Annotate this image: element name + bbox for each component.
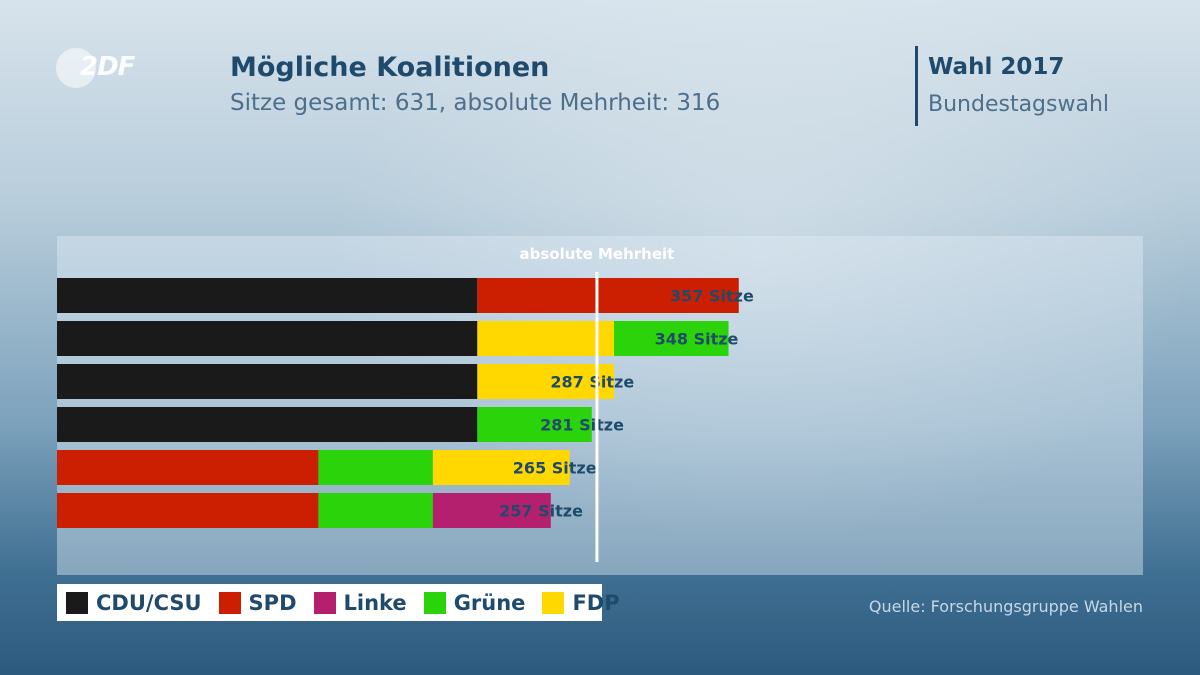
- bar-segment-spd: [57, 450, 319, 485]
- legend-item-spd: SPD: [218, 590, 297, 615]
- legend-label: Grüne: [453, 590, 526, 615]
- election-divider: [915, 46, 918, 126]
- logo-text: 2DF: [80, 52, 135, 82]
- bar-segment-gruene: [614, 321, 729, 356]
- bar-segment-linke: [432, 493, 551, 528]
- chart-panel: 357 Sitze 348 Sitze 287 Sitze 281 Sitze 265 …: [57, 236, 1143, 575]
- bar-value-label: 348 Sitze: [655, 330, 739, 349]
- legend-swatch-gruene: [423, 591, 446, 614]
- election-title: Wahl 2017: [928, 54, 1065, 80]
- bar-value-label: 265 Sitze: [513, 459, 597, 478]
- legend-swatch-linke: [313, 591, 336, 614]
- bar-segment-gruene: [318, 450, 433, 485]
- chart-title: Mögliche Koalitionen: [230, 52, 550, 83]
- logo-circle: [56, 48, 96, 88]
- bar-segment-fdp: [477, 321, 615, 356]
- legend-label: FDP: [572, 590, 620, 615]
- bar-segment-fdp: [432, 450, 570, 485]
- legend-label: CDU/CSU: [96, 590, 202, 615]
- bar-segment-cdu-csu: [57, 278, 478, 313]
- bar-segment-spd: [477, 278, 739, 313]
- bar-value-label: 287 Sitze: [550, 373, 634, 392]
- chart-subtitle: Sitze gesamt: 631, absolute Mehrheit: 31…: [230, 90, 721, 116]
- bar-segment-spd: [57, 493, 319, 528]
- legend: CDU/CSU SPD Linke Grüne FDP: [57, 584, 620, 621]
- bar-segment-cdu-csu: [57, 321, 478, 356]
- legend-item-linke: Linke: [313, 590, 407, 615]
- bar-value-label: 357 Sitze: [670, 287, 754, 306]
- bar-segment-cdu-csu: [57, 407, 478, 442]
- legend-swatch-fdp: [542, 591, 565, 614]
- legend-label: SPD: [248, 590, 297, 615]
- bar-segment-gruene: [318, 493, 433, 528]
- legend-item-gruene: Grüne: [423, 590, 526, 615]
- legend-swatch-cdu-csu: [66, 591, 88, 614]
- legend-item-cdu-csu: CDU/CSU: [66, 591, 202, 615]
- bar-value-label: 281 Sitze: [540, 416, 624, 435]
- bar-segment-gruene: [477, 407, 592, 442]
- bar-value-label: 257 Sitze: [499, 502, 583, 521]
- legend-swatch-spd: [218, 591, 241, 614]
- zdf-logo: 2DF: [56, 48, 136, 90]
- legend-item-fdp: FDP: [542, 590, 620, 615]
- election-subtitle: Bundestagswahl: [928, 92, 1110, 117]
- majority-label: absolute Mehrheit: [520, 245, 675, 263]
- coalition-bar-chart: 357 Sitze 348 Sitze 287 Sitze 281 Sitze 265 …: [57, 245, 754, 562]
- source-note: Quelle: Forschungsgruppe Wahlen: [868, 597, 1143, 616]
- bar-segment-cdu-csu: [57, 364, 478, 399]
- bar-segment-fdp: [477, 364, 615, 399]
- legend-label: Linke: [343, 590, 407, 615]
